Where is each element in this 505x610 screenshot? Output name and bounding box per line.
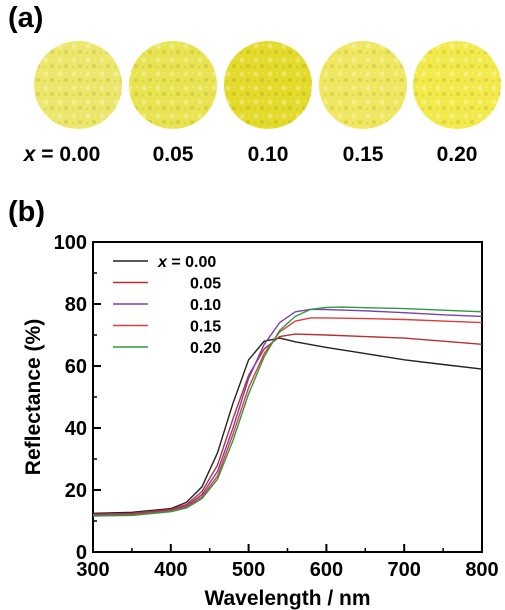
- sample-texture-1: [129, 41, 217, 129]
- sample-label-0: x = 0.00: [23, 143, 101, 166]
- y-tick-label: 20: [65, 480, 87, 502]
- panel-label-b: (b): [8, 196, 46, 228]
- y-tick-label: 100: [54, 232, 87, 254]
- sample-photos: [34, 41, 501, 129]
- x-axis-label: Wavelength / nm: [204, 587, 370, 610]
- sample-texture-0: [34, 41, 122, 129]
- sample-label-1: 0.05: [153, 143, 194, 167]
- sample-x-symbol: x: [23, 143, 36, 166]
- x-tick-label: 400: [154, 559, 187, 581]
- x-tick-label: 300: [76, 559, 109, 581]
- y-tick-label: 80: [65, 294, 87, 316]
- x-tick-label: 600: [310, 559, 343, 581]
- y-axis-label: Reflectance (%): [22, 319, 45, 475]
- x-tick-label: 800: [465, 559, 498, 581]
- x-tick-label: 700: [388, 559, 421, 581]
- sample-value: 0.20: [436, 143, 478, 166]
- panel-label-a: (a): [8, 2, 44, 34]
- reflectance-chart: 300 400 500 600 700 800 0 20 40 60 80 100 Wavelength…: [22, 232, 499, 610]
- sample-texture-3: [319, 41, 407, 129]
- legend-label-0.00: x = 0.00: [157, 254, 216, 271]
- sample-value: 0.05: [152, 143, 194, 166]
- series-line-0.15: [92, 317, 483, 517]
- series-line-0.05: [92, 333, 483, 515]
- sample-label-4: 0.20: [437, 143, 478, 167]
- legend-label-0.10: 0.10: [190, 297, 221, 314]
- series-line-0.20: [92, 306, 483, 517]
- sample-value: 0.10: [247, 143, 289, 166]
- plot-frame: [92, 241, 483, 553]
- legend-label-0.05: 0.05: [190, 276, 221, 293]
- legend-label-0.15: 0.15: [190, 319, 221, 336]
- sample-texture-2: [224, 41, 312, 129]
- sample-value: 0.15: [342, 143, 384, 166]
- y-tick-label: 60: [65, 356, 87, 378]
- sample-value: 0.00: [59, 143, 101, 166]
- series-line-0.00: [92, 337, 483, 514]
- y-tick-label: 40: [65, 418, 87, 440]
- sample-label-3: 0.15: [343, 143, 384, 167]
- x-tick-label: 500: [232, 559, 265, 581]
- sample-label-2: 0.10: [248, 143, 289, 167]
- series-line-0.10: [92, 308, 483, 516]
- legend-label-0.20: 0.20: [190, 340, 221, 357]
- y-tick-label: 0: [76, 542, 87, 564]
- sample-texture-4: [413, 41, 501, 129]
